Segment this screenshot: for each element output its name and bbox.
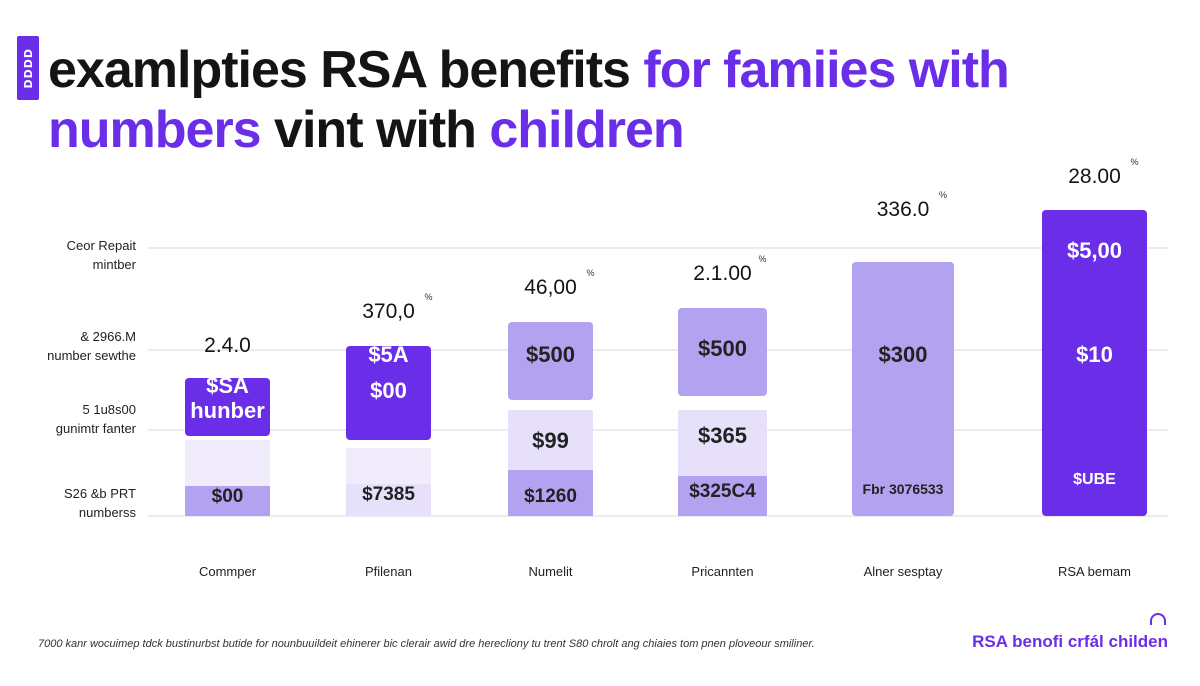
bar-4-segment-3 (678, 308, 767, 396)
bar-1-segment-1-label: $00 (212, 486, 244, 507)
bar-4-segment-1-label: $325C4 (689, 481, 756, 502)
title-part-2: for famiies with (643, 41, 1009, 99)
bar-3-segment-3-label: $500 (526, 342, 575, 367)
bar-2-top-superscript: % (425, 292, 433, 302)
bar-6-segment-1 (1042, 210, 1147, 516)
bar-1-segment-3-label-line-1: $SA (206, 373, 249, 398)
bar-2-segment-2 (346, 448, 431, 484)
title-part-3: numbers (48, 101, 262, 159)
title-part-4: vint with (260, 101, 490, 159)
category-label-4: Pricannten (691, 564, 753, 579)
brand-arc-icon (1150, 613, 1166, 625)
bar-1-segment-3-label-line-2: hunber (190, 398, 265, 423)
bar-3-top-superscript: % (587, 268, 595, 278)
bar-1-top-label: 2.4.0 (204, 334, 251, 357)
footnote: 7000 kanr wocuimep tdck bustinurbst buti… (38, 638, 815, 650)
y-axis-label-3: 5 1u8s00 gunimtr fanter (30, 400, 136, 438)
y-axis-label-1: Ceor Repait mintber (30, 236, 136, 274)
y-axis-label-3-line-2: gunimtr fanter (55, 421, 136, 436)
bar-4-top-label: 2.1.00 (693, 262, 751, 285)
chart-title: examlpties RSA benefits for famiies with… (48, 40, 1168, 160)
title-part-5: children (489, 101, 684, 159)
bar-3-segment-3 (508, 322, 593, 400)
bar-1-segment-2 (185, 440, 270, 486)
bar-3-segment-2 (508, 410, 593, 470)
bar-4-segment-1 (678, 476, 767, 516)
y-axis-label-1-line-2: mintber (92, 257, 136, 272)
bar-3-segment-2-label: $99 (532, 428, 569, 453)
bar-4-segment-3-label: $500 (698, 336, 747, 361)
bar-3-top-label: 46,00 (524, 276, 577, 299)
bar-6-segment-3-label: $10 (1076, 342, 1113, 367)
bar-4-segment-2-label: $365 (698, 423, 747, 448)
y-axis-label-2-line-1: & 2966.M (80, 329, 136, 344)
category-label-6: RSA bemam (1058, 564, 1131, 579)
bar-6-top-label: 28.00 (1068, 165, 1121, 188)
category-label-5: Alner sesptay (864, 564, 943, 579)
bar-2-segment-3 (346, 346, 431, 440)
bar-1-segment-3 (185, 378, 270, 436)
bar-4-top-superscript: % (759, 254, 767, 264)
y-axis-label-3-line-1: 5 1u8s00 (82, 402, 137, 417)
logo-tag: DDDD (17, 36, 39, 100)
category-label-3: Numelit (528, 564, 572, 579)
bar-5-segment-1 (852, 262, 954, 516)
y-axis-label-4: S26 &b PRT numberss (30, 484, 136, 522)
bar-5-top-label: 336.0 (877, 198, 930, 221)
bar-3-segment-1-label: $1260 (524, 486, 577, 507)
y-axis-label-4-line-1: S26 &b PRT (63, 486, 136, 501)
bar-2-segment-3-label-line-1: $5A (368, 342, 408, 367)
bar-5-segment-1-label: Fbr 3076533 (863, 481, 944, 497)
bar-2-segment-1-label: $7385 (362, 484, 415, 505)
y-axis-label-4-line-2: numberss (78, 505, 136, 520)
y-axis-label-2-line-2: number sewthe (47, 348, 136, 363)
bar-1-segment-1 (185, 486, 270, 516)
bar-6-segment-4-label: $5,00 (1067, 238, 1122, 263)
bar-5-segment-3-label: $300 (879, 342, 928, 367)
y-axis-label-2: & 2966.M number sewthe (30, 327, 136, 365)
category-label-1: Commper (199, 564, 257, 579)
bar-3-segment-1 (508, 470, 593, 516)
bar-5-top-superscript: % (939, 190, 947, 200)
bar-2-top-label: 370,0 (362, 300, 415, 323)
bar-2-segment-1 (346, 484, 431, 516)
category-label-2: Pfilenan (365, 564, 412, 579)
y-axis-label-1-line-1: Ceor Repait (66, 238, 136, 253)
bar-4-segment-2 (678, 410, 767, 476)
bar-6-segment-1-label: $UBE (1073, 471, 1116, 488)
bar-6-top-superscript: % (1131, 157, 1139, 167)
bar-2-segment-3-label-line-2: $00 (370, 378, 407, 403)
brand-label: RSA benofi crfál childen (972, 632, 1168, 651)
title-part-1: examlpties RSA benefits (48, 41, 644, 99)
